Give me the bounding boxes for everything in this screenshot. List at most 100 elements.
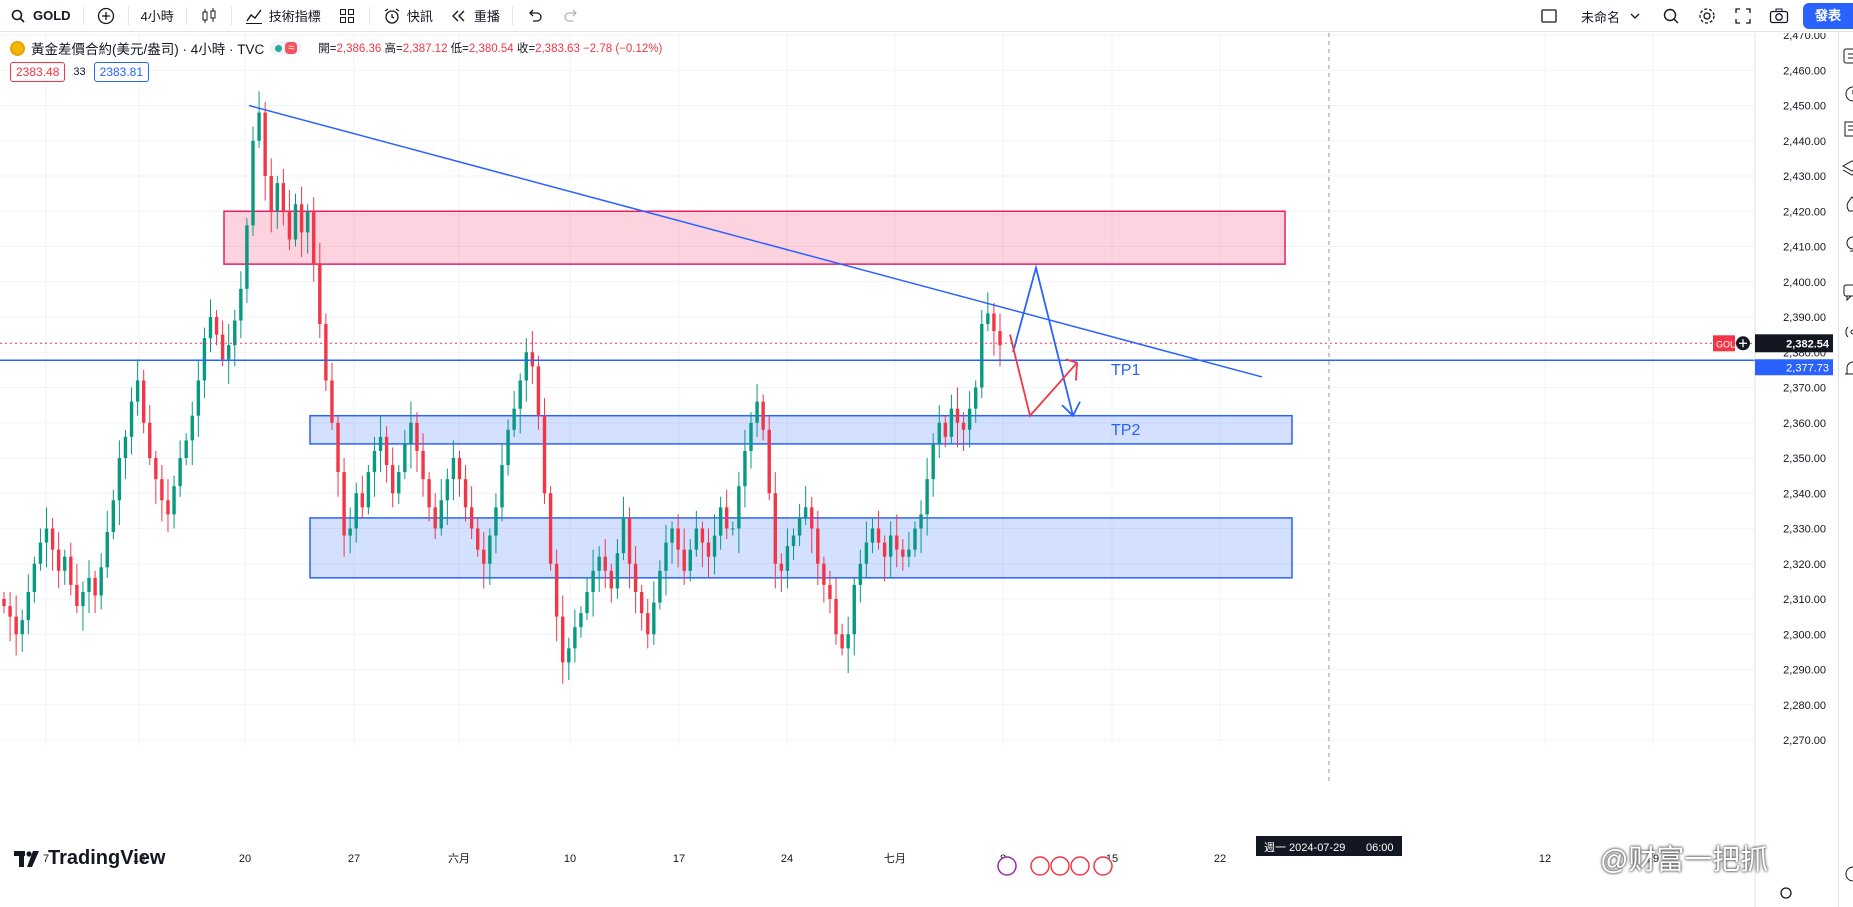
symbol-search-button[interactable]: GOLD (0, 0, 79, 32)
candle-body (245, 225, 249, 289)
candle-body (554, 563, 559, 617)
fullscreen-button[interactable] (1725, 0, 1761, 32)
us-flag-event-icon[interactable] (1093, 856, 1113, 876)
time-tick-label: 20 (239, 853, 251, 865)
projection-path-blue[interactable] (1012, 264, 1074, 416)
axis-settings-icon[interactable] (1780, 887, 1792, 899)
candle-body (263, 112, 267, 176)
quick-search-button[interactable] (1653, 0, 1689, 32)
trendline[interactable] (248, 104, 1263, 378)
right-sidebar (1838, 33, 1853, 907)
undo-button[interactable] (517, 0, 553, 32)
candle-body (828, 584, 832, 599)
candle-body (609, 570, 614, 589)
settings-button[interactable] (1689, 0, 1725, 32)
supply-zone[interactable] (223, 210, 1286, 265)
candle-body (75, 584, 79, 607)
lightbulb-icon[interactable] (1839, 233, 1853, 255)
candle-body (524, 352, 528, 381)
candle-body (63, 556, 67, 571)
candle-body (390, 465, 395, 494)
lightning-event-icon[interactable] (997, 856, 1017, 876)
candle-body (919, 514, 923, 529)
close-label: 收= (516, 43, 536, 55)
interval-button[interactable]: 4小時 (133, 0, 182, 32)
candle-body (324, 324, 328, 381)
projection-path-red[interactable] (1009, 334, 1078, 418)
price-chart[interactable]: TP1 TP2 2,470.002,460.002,450.002,440.002… (0, 30, 1838, 907)
replay-button[interactable]: 重播 (441, 0, 508, 32)
candle-body (858, 563, 863, 585)
candle-body (573, 627, 577, 649)
chart-type-button[interactable] (191, 0, 227, 32)
bell-icon[interactable] (1839, 358, 1853, 380)
news-icon[interactable] (1839, 118, 1853, 140)
candle-body (864, 542, 869, 564)
price-axis[interactable]: 2,470.00 2,460.00 2,450.00 2,440.00 2,430.00… (1713, 30, 1833, 907)
candle-body (967, 408, 972, 430)
market-status-pill[interactable]: ≈ (270, 41, 303, 55)
candle-body (500, 465, 504, 508)
candle-body (233, 320, 237, 346)
candle-body (154, 458, 158, 480)
candle-body (718, 507, 723, 536)
templates-button[interactable] (329, 0, 365, 32)
candle-body (366, 472, 371, 508)
divider (368, 6, 370, 25)
demand-zone-1[interactable] (309, 414, 1293, 445)
candle-body (117, 458, 122, 501)
candle-body (700, 528, 705, 543)
top-toolbar: GOLD 4小時 技術指標 快訊 重播 (0, 0, 1853, 32)
candle-body (907, 549, 911, 557)
candle-body (123, 436, 128, 458)
time-tick-label: 七月 (884, 852, 906, 865)
candle-body (476, 528, 480, 550)
candle-body (633, 563, 638, 592)
indicators-button[interactable]: 技術指標 (236, 0, 329, 32)
candle-body (706, 542, 711, 557)
us-flag-event-icon[interactable] (1050, 856, 1070, 876)
tp2-label[interactable]: TP2 (1111, 422, 1140, 439)
chart-pane[interactable]: TP1 TP2 2,470.00 2,460.00 2,450.00 2,440.00 2… (0, 30, 1838, 907)
chat-icon[interactable] (1839, 281, 1853, 303)
help-icon[interactable] (1839, 863, 1853, 885)
watermark: @财富一把抓 (1600, 844, 1769, 875)
sell-price-button[interactable]: 2383.48 (10, 62, 66, 82)
us-flag-event-icon[interactable] (1070, 856, 1090, 876)
grid (0, 33, 1755, 785)
us-flag-event-icon[interactable] (1030, 856, 1050, 876)
candle-body (646, 613, 650, 635)
candle-body (621, 517, 626, 554)
candle-body (214, 317, 219, 335)
buy-price-button[interactable]: 2383.81 (93, 62, 150, 82)
time-axis[interactable]: 7132027六月101724七月815221219週一 2024-07-290… (43, 836, 1792, 899)
layout-button[interactable] (1531, 0, 1567, 32)
alert-button[interactable]: 快訊 (374, 0, 441, 32)
candle-body (397, 472, 401, 494)
layout-name-button[interactable]: 未命名 (1567, 0, 1653, 32)
candle-body (208, 317, 213, 339)
clock-icon[interactable] (1839, 83, 1853, 105)
watchlist-icon[interactable] (1839, 45, 1853, 67)
snapshot-button[interactable] (1761, 0, 1797, 32)
broadcast-icon[interactable] (1839, 321, 1853, 343)
tradingview-logo[interactable]: TradingView (14, 847, 165, 870)
divider (511, 6, 513, 25)
compare-button[interactable] (88, 0, 124, 32)
candle-body (913, 528, 917, 550)
publish-button[interactable]: 發表 (1802, 3, 1853, 29)
flame-icon[interactable] (1839, 193, 1853, 215)
tp1-label[interactable]: TP1 (1111, 362, 1140, 379)
low-label: 低= (450, 43, 469, 55)
crosshair-time-badge (1256, 836, 1402, 856)
candle-body (202, 338, 207, 381)
candle-body (494, 507, 498, 536)
layers-icon[interactable] (1839, 157, 1853, 179)
alarm-clock-icon (382, 6, 402, 26)
candle-body (421, 450, 425, 480)
candle-body (287, 211, 292, 240)
candle-body (148, 422, 152, 458)
legend-title[interactable]: 黃金差價合約(美元/盎司) · 4小時 · TVC (31, 42, 265, 57)
drawings[interactable]: TP1 TP2 (0, 104, 1755, 439)
redo-button[interactable] (553, 0, 589, 32)
